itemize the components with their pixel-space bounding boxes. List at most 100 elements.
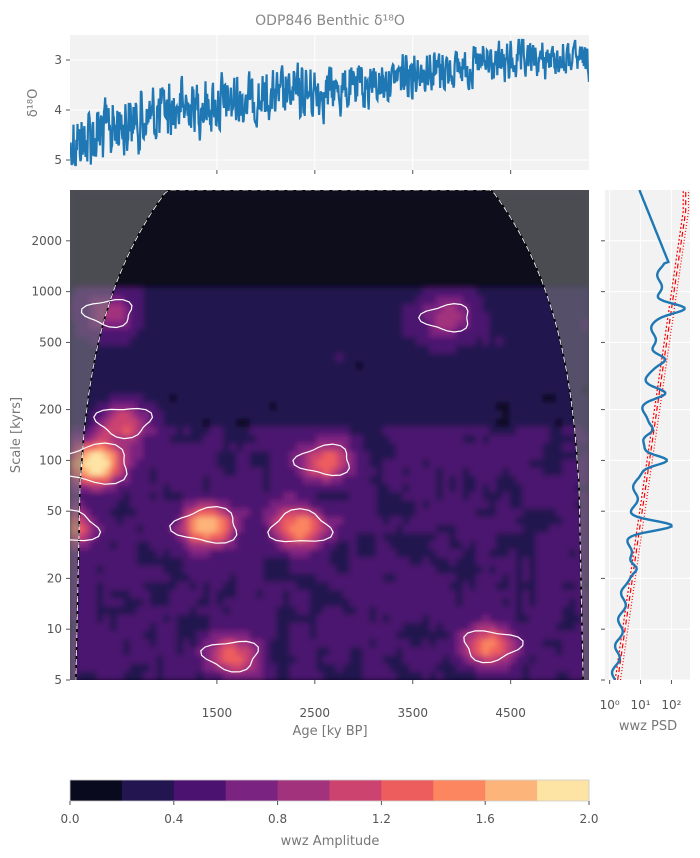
heatmap-cell — [462, 247, 470, 256]
heatmap-cell — [562, 377, 570, 387]
heatmap-cell — [349, 304, 357, 314]
heatmap-cell — [362, 524, 371, 534]
heatmap-cell — [462, 361, 470, 371]
heatmap-cell — [302, 410, 311, 420]
heatmap-cell — [262, 426, 271, 436]
heatmap-cell — [429, 598, 437, 608]
heatmap-cell — [269, 500, 277, 510]
heatmap-cell — [316, 222, 324, 232]
heatmap-cell — [302, 190, 311, 199]
heatmap-cell — [123, 271, 131, 281]
heatmap-cell — [455, 206, 464, 216]
heatmap-cell — [189, 443, 198, 452]
heatmap-cell — [369, 573, 377, 583]
heatmap-cell — [469, 377, 477, 387]
heatmap-cell — [129, 590, 138, 599]
heatmap-cell — [402, 565, 410, 575]
heatmap-cell — [535, 402, 544, 412]
heatmap-cell — [183, 271, 191, 281]
heatmap-cell — [362, 239, 371, 248]
heatmap-cell — [209, 459, 217, 469]
heatmap-cell — [236, 663, 244, 673]
heatmap-cell — [502, 443, 510, 452]
heatmap-cell — [502, 279, 510, 289]
heatmap-cell — [509, 516, 517, 526]
heatmap-cell — [555, 394, 563, 403]
heatmap-cell — [169, 271, 178, 281]
heatmap-cell — [209, 443, 217, 452]
heatmap-cell — [469, 582, 477, 591]
heatmap-cell — [529, 377, 537, 387]
heatmap-cell — [249, 614, 257, 624]
heatmap-cell — [535, 655, 544, 665]
heatmap-cell — [149, 418, 158, 428]
heatmap-cell — [329, 320, 337, 330]
heatmap-cell — [575, 639, 583, 648]
heatmap-cell — [123, 386, 131, 395]
heatmap-cell — [262, 573, 271, 583]
heatmap-cell — [422, 475, 430, 485]
heatmap-cell — [402, 190, 410, 199]
heatmap-cell — [229, 663, 237, 673]
heatmap-cell — [349, 467, 357, 477]
heatmap-cell — [522, 541, 530, 550]
heatmap-cell — [455, 304, 464, 314]
heatmap-cell — [549, 533, 557, 542]
heatmap-cell — [322, 557, 331, 567]
heatmap-cell — [362, 655, 371, 665]
heatmap-cell — [302, 345, 311, 354]
heatmap-cell — [409, 206, 417, 216]
heatmap-cell — [322, 647, 331, 657]
heatmap-cell — [542, 524, 550, 534]
heatmap-cell — [509, 386, 517, 395]
heatmap-cell — [302, 582, 311, 591]
heatmap-cell — [302, 475, 311, 485]
heatmap-cell — [309, 386, 317, 395]
heatmap-cell — [176, 459, 184, 469]
heatmap-cell — [156, 320, 164, 330]
heatmap-cell — [223, 353, 231, 363]
heatmap-cell — [416, 500, 424, 510]
heatmap-cell — [475, 296, 484, 305]
heatmap-cell — [216, 484, 224, 493]
heatmap-cell — [356, 565, 364, 575]
heatmap-cell — [356, 386, 364, 395]
heatmap-cell — [542, 410, 550, 420]
heatmap-cell — [216, 451, 224, 461]
heatmap-cell — [249, 288, 257, 297]
heatmap-cell — [376, 418, 384, 428]
heatmap-cell — [109, 631, 118, 640]
heatmap-cell — [336, 230, 344, 240]
heatmap-cell — [429, 492, 437, 501]
heatmap-cell — [296, 312, 304, 322]
heatmap-cell — [249, 214, 257, 224]
heatmap-cell — [123, 345, 131, 354]
heatmap-cell — [522, 247, 530, 256]
heatmap-cell — [362, 410, 371, 420]
heatmap-cell — [469, 304, 477, 314]
heatmap-cell — [309, 288, 317, 297]
heatmap-cell — [83, 541, 91, 550]
heatmap-cell — [356, 582, 364, 591]
heatmap-cell — [449, 655, 457, 665]
heatmap-cell — [535, 345, 544, 354]
heatmap-cell — [302, 459, 311, 469]
heatmap-cell — [329, 459, 337, 469]
heatmap-cell — [203, 271, 211, 281]
heatmap-cell — [322, 279, 331, 289]
heatmap-cell — [249, 304, 257, 314]
heatmap-cell — [203, 492, 211, 501]
heatmap-cell — [89, 451, 98, 461]
heatmap-cell — [129, 426, 138, 436]
heatmap-cell — [376, 361, 384, 371]
heatmap-cell — [109, 573, 118, 583]
heatmap-cell — [196, 410, 204, 420]
heatmap-cell — [289, 271, 297, 281]
heatmap-cell — [549, 377, 557, 387]
heatmap-cell — [482, 524, 490, 534]
heatmap-cell — [216, 247, 224, 256]
heatmap-cell — [203, 345, 211, 354]
heatmap-cell — [276, 435, 284, 444]
heatmap-cell — [382, 402, 390, 412]
heatmap-cell — [389, 655, 397, 665]
